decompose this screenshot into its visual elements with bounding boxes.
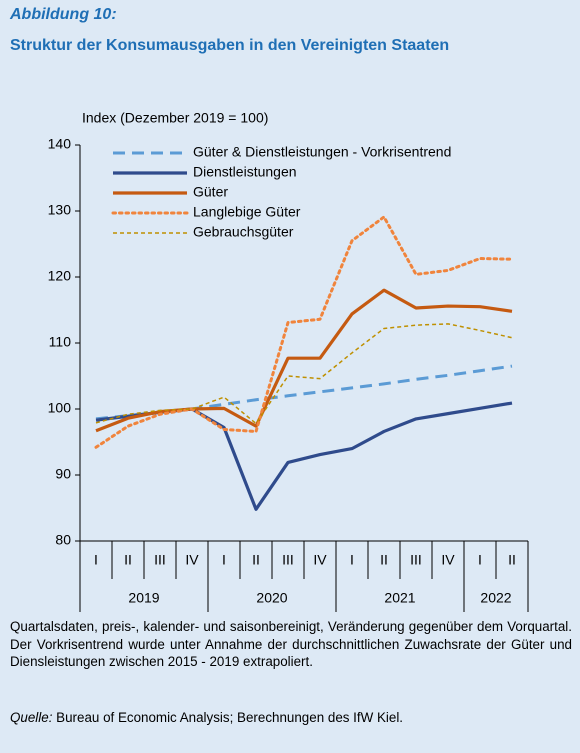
y-tick-label: 130: [48, 202, 72, 218]
legend-label: Gebrauchsgüter: [193, 224, 294, 240]
chart: Index (Dezember 2019 = 100) 80 90 100 110 12…: [48, 110, 529, 612]
x-tick-label: IV: [185, 552, 199, 568]
figure-label: Abbildung 10:: [10, 6, 117, 23]
y-tick-label: 90: [55, 466, 71, 482]
x-tick-label: II: [124, 552, 132, 568]
y-axis-label: Index (Dezember 2019 = 100): [82, 110, 268, 126]
x-tick-label: I: [350, 552, 354, 568]
year-label: 2019: [128, 590, 159, 606]
x-tick-label: III: [410, 552, 422, 568]
x-tick-label: II: [380, 552, 388, 568]
source-text: Bureau of Economic Analysis; Berechnunge…: [56, 710, 404, 725]
series-line: [95, 288, 513, 433]
year-label: 2021: [384, 590, 415, 606]
legend-label: Langlebige Güter: [193, 204, 301, 220]
series-line: [95, 401, 513, 511]
y-tick-label: 80: [55, 532, 71, 548]
y-tick-label: 100: [48, 400, 72, 416]
legend-label: Güter: [193, 184, 228, 200]
series-line: [95, 323, 513, 425]
x-tick-label: II: [252, 552, 260, 568]
chart-title: Struktur der Konsumausgaben in den Verei…: [10, 37, 450, 54]
series-line: [94, 215, 514, 449]
legend-label: Dienstleistungen: [193, 164, 297, 180]
series-line: [95, 364, 513, 421]
source: Quelle: Bureau of Economic Analysis; Ber…: [10, 710, 403, 725]
x-tick-label: IV: [441, 552, 455, 568]
x-tick-label: I: [478, 552, 482, 568]
year-label: 2020: [256, 590, 287, 606]
year-label: 2022: [480, 590, 511, 606]
x-tick-label: I: [222, 552, 226, 568]
y-tick-label: 110: [49, 334, 72, 350]
x-tick-label: I: [94, 552, 98, 568]
source-label: Quelle:: [10, 710, 53, 725]
y-tick-label: 120: [48, 268, 72, 284]
x-tick-label: III: [154, 552, 166, 568]
note: Quartalsdaten, preis-, kalender- und sai…: [10, 619, 572, 669]
x-tick-label: IV: [313, 552, 327, 568]
x-tick-label: II: [508, 552, 516, 568]
x-tick-label: III: [282, 552, 294, 568]
legend-label: Güter & Dienstleistungen - Vorkrisentren…: [193, 144, 451, 160]
y-tick-label: 140: [48, 136, 72, 152]
